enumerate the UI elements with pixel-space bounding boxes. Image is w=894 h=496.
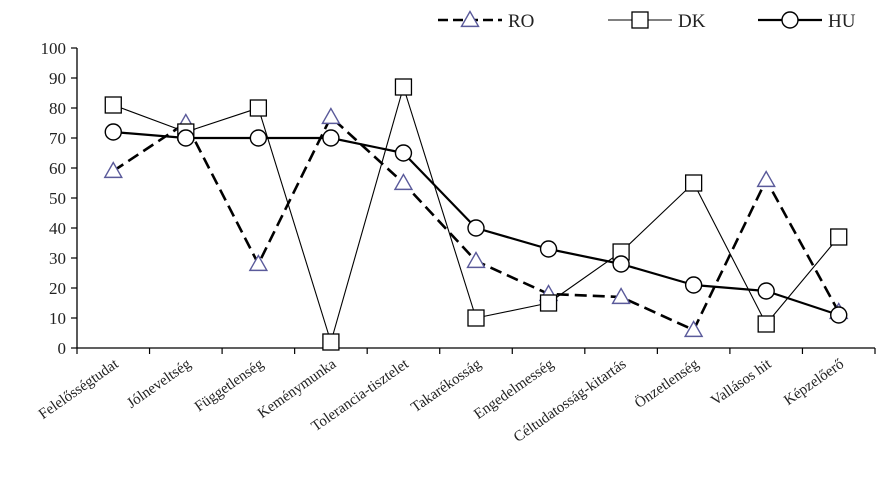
axes: 0 10 20 30 40 50 60 70 80 90 100 Felelősségtudat Jól… <box>36 39 876 446</box>
data-point-dk <box>322 333 340 351</box>
data-point-hu <box>249 129 268 147</box>
series-hu <box>104 123 848 324</box>
legend-label-ro: RO <box>508 11 534 32</box>
data-point-dk <box>249 99 268 117</box>
data-point-dk <box>757 315 775 333</box>
y-tick-label: 20 <box>49 279 66 298</box>
x-category-label: Felelősségtudat <box>36 356 122 423</box>
series-layer <box>103 78 849 351</box>
legend-label-dk: DK <box>678 11 706 32</box>
x-category-label: Képzelőerő <box>781 356 847 409</box>
data-point-ro <box>611 287 631 305</box>
x-category-label: Függetlenség <box>192 356 267 415</box>
y-tick-label: 70 <box>49 129 66 148</box>
data-point-dk <box>394 78 413 96</box>
y-tick-label: 100 <box>41 39 67 58</box>
x-category-label: Önzetlenség <box>631 355 702 412</box>
data-point-dk <box>830 228 848 246</box>
legend-marker-dk <box>631 11 649 29</box>
data-point-hu <box>177 129 195 147</box>
series-line-dk <box>113 86 840 343</box>
x-category-label: Takarékosság <box>408 356 484 416</box>
x-category-label: Vallásos hit <box>708 356 775 409</box>
y-tick-label: 40 <box>49 219 66 238</box>
y-tick-label: 60 <box>49 159 66 178</box>
data-point-hu <box>684 276 703 294</box>
data-point-ro <box>103 161 123 179</box>
data-point-ro <box>683 320 704 338</box>
data-point-ro <box>393 173 414 191</box>
x-category-label: Jólneveltség <box>124 356 194 412</box>
legend: RO DK HU <box>438 10 856 32</box>
data-point-hu <box>322 129 340 147</box>
data-point-hu <box>757 282 775 300</box>
legend-item-hu: HU <box>758 11 856 32</box>
legend-item-ro: RO <box>438 10 534 32</box>
y-tick-label: 80 <box>49 99 66 118</box>
data-point-dk <box>467 309 485 327</box>
y-tick-label: 0 <box>58 339 67 358</box>
data-point-ro <box>248 254 269 272</box>
legend-marker-ro <box>460 10 480 28</box>
data-point-ro <box>321 107 341 125</box>
data-point-hu <box>539 240 558 258</box>
legend-item-dk: DK <box>608 11 706 32</box>
data-point-dk <box>539 294 558 312</box>
data-point-hu <box>394 144 413 162</box>
data-point-hu <box>612 255 630 273</box>
data-point-hu <box>830 306 848 324</box>
legend-label-hu: HU <box>828 11 856 32</box>
y-tick-label: 30 <box>49 249 66 268</box>
data-point-dk <box>104 96 122 114</box>
data-point-dk <box>684 174 703 192</box>
y-tick-label: 50 <box>49 189 66 208</box>
legend-marker-hu <box>781 11 799 29</box>
y-tick-label: 10 <box>49 309 66 328</box>
data-point-ro <box>466 251 486 269</box>
series-dk <box>104 78 848 351</box>
data-point-hu <box>104 123 122 141</box>
y-tick-label: 90 <box>49 69 66 88</box>
data-point-ro <box>756 170 776 188</box>
data-point-hu <box>467 219 485 237</box>
